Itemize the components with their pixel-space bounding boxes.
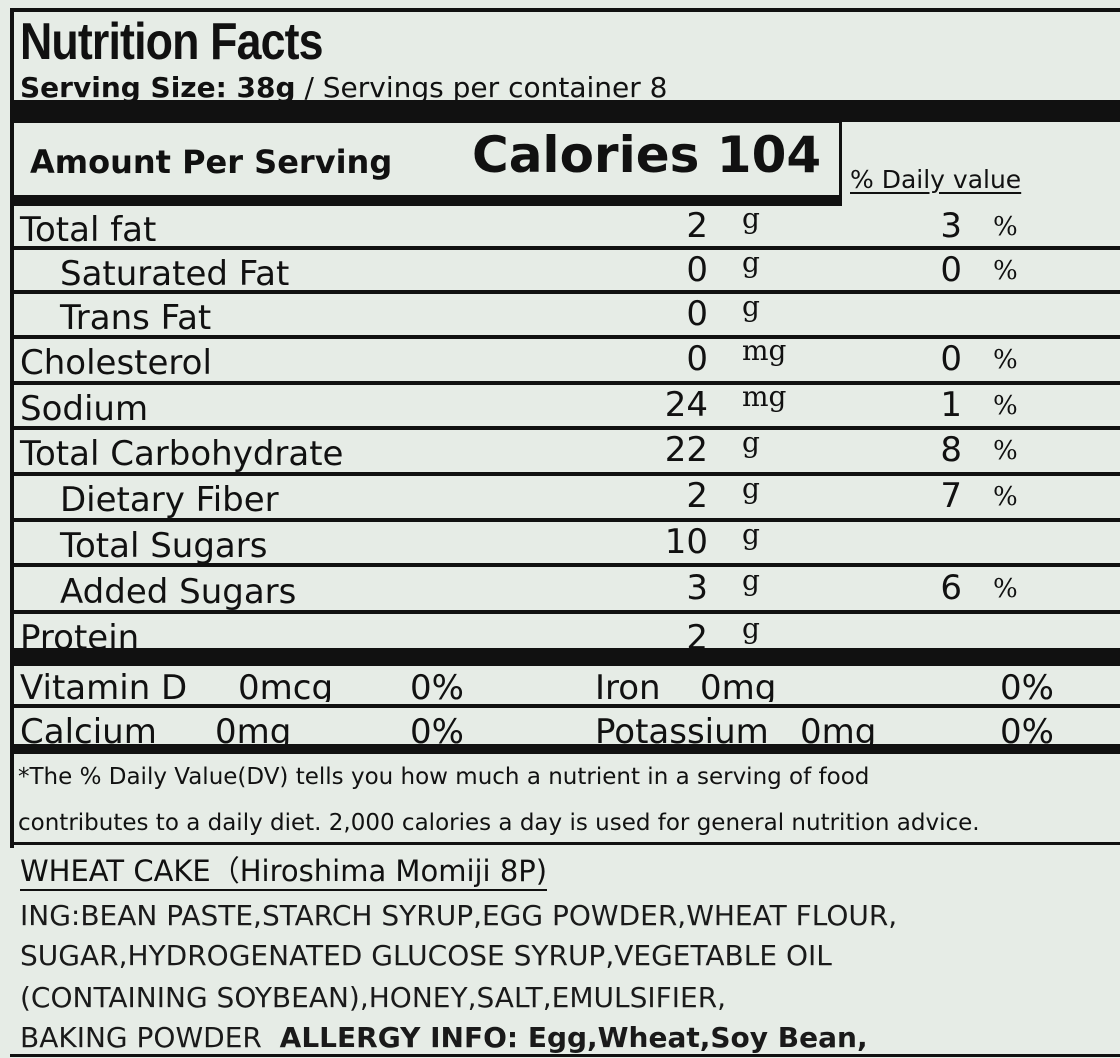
nutrient-name: Total fat — [20, 210, 157, 250]
nutrient-amount: 2 — [686, 618, 708, 648]
nutrient-name: Total Carbohydrate — [20, 434, 344, 474]
protein-row: Protein 2 g — [10, 614, 1120, 648]
row-divider — [10, 381, 1120, 385]
nutrient-percent: % — [993, 482, 1018, 512]
footnote-line: *The % Daily Value(DV) tells you how muc… — [18, 764, 870, 790]
nutrient-amount: 0 — [686, 294, 708, 334]
product-name: WHEAT CAKE（Hiroshima Momiji 8P) — [20, 853, 548, 891]
nutrient-unit: g — [742, 518, 760, 551]
nutrient-unit: mg — [742, 334, 787, 367]
ingredients-line: ING:BEAN PASTE,STARCH SYRUP,EGG POWDER,W… — [20, 899, 898, 932]
row-divider — [10, 563, 1120, 567]
nutrient-unit: mg — [742, 380, 787, 413]
mineral-daily-value: 0% — [1000, 712, 1054, 746]
nutrient-unit: g — [742, 290, 760, 323]
mineral-name: Calcium — [20, 712, 157, 746]
nutrient-percent: % — [993, 436, 1018, 466]
nutrient-daily-value: 0 — [940, 250, 962, 290]
nutrient-amount: 2 — [686, 476, 708, 516]
mineral-daily-value: 0% — [1000, 668, 1054, 702]
ingredients-line: SUGAR,HYDROGENATED GLUCOSE SYRUP,VEGETAB… — [20, 939, 832, 972]
nutrient-amount: 3 — [686, 568, 708, 608]
nutrient-amount: 10 — [664, 522, 708, 562]
mineral-name: Potassium — [595, 712, 769, 746]
nutrient-name: Sodium — [20, 389, 149, 429]
nutrient-percent: % — [993, 212, 1018, 242]
nutrient-name: Protein — [20, 618, 140, 648]
nutrient-name: Added Sugars — [60, 572, 297, 612]
nutrient-daily-value: 1 — [940, 385, 962, 425]
vitamin-amount: 0mcg — [238, 668, 334, 702]
serving-size: Serving Size: 38g — [20, 71, 296, 102]
thick-divider-footnote — [10, 744, 1120, 754]
nutrient-amount: 22 — [664, 430, 708, 470]
nutrient-name: Dietary Fiber — [60, 480, 279, 520]
footnote-line: contributes to a daily diet. 2,000 calor… — [18, 810, 980, 836]
row-divider — [10, 426, 1120, 430]
mineral-daily-value: 0% — [410, 712, 464, 746]
mineral-amount: 0mg — [215, 712, 292, 746]
bottom-border — [10, 1054, 1120, 1057]
nutrient-daily-value: 8 — [940, 430, 962, 470]
nutrient-name: Cholesterol — [20, 343, 212, 383]
nutrient-unit: g — [742, 426, 760, 459]
nutrient-name: Total Sugars — [60, 526, 268, 566]
label-title: Nutrition Facts — [20, 13, 323, 71]
mineral-name: Iron — [595, 668, 661, 702]
nutrient-amount: 24 — [664, 385, 708, 425]
ingredients-last: BAKING POWDER — [20, 1021, 262, 1054]
nutrient-daily-value: 3 — [940, 206, 962, 246]
nutrient-daily-value: 6 — [940, 568, 962, 608]
nutrient-unit: g — [742, 614, 760, 645]
row-divider — [10, 610, 1120, 614]
servings-per-container: / Servings per container 8 — [295, 71, 668, 102]
nutrient-percent: % — [993, 574, 1018, 604]
nutrient-unit: g — [742, 472, 760, 505]
row-divider — [10, 290, 1120, 294]
ingredients-line: BAKING POWDER ALLERGY INFO: Egg,Wheat,So… — [20, 1020, 868, 1056]
label-bottom-border — [10, 842, 1120, 845]
amount-per-serving-label: Amount Per Serving — [30, 143, 393, 181]
nutrient-daily-value: 0 — [940, 339, 962, 379]
daily-value-header: % Daily value — [850, 165, 1022, 194]
row-divider — [10, 246, 1120, 250]
calories-value: Calories 104 — [472, 126, 822, 184]
nutrient-unit: g — [742, 246, 760, 279]
nutrient-percent: % — [993, 391, 1018, 421]
row-divider — [10, 335, 1120, 339]
thick-divider-calories — [10, 196, 842, 206]
vitamin-row: Vitamin D 0mcg 0% Iron 0mg 0% — [10, 666, 1120, 702]
nutrient-name: Saturated Fat — [60, 254, 290, 294]
thick-divider-top — [10, 100, 1120, 122]
mineral-row: Calcium 0mg 0% Potassium 0mg 0% — [10, 710, 1120, 746]
nutrient-unit: g — [742, 564, 760, 597]
row-divider — [10, 518, 1120, 522]
mineral-amount: 0mg — [700, 668, 777, 702]
nutrient-amount: 2 — [686, 206, 708, 246]
nutrient-amount: 0 — [686, 250, 708, 290]
nutrient-name: Trans Fat — [60, 298, 212, 338]
allergy-info: ALLERGY INFO: Egg,Wheat,Soy Bean, — [279, 1021, 868, 1054]
vitamin-name: Vitamin D — [20, 668, 188, 702]
nutrient-amount: 0 — [686, 339, 708, 379]
thick-divider-vitamins — [10, 648, 1120, 666]
ingredients-line: (CONTAINING SOYBEAN),HONEY,SALT,EMULSIFI… — [20, 981, 727, 1014]
row-divider — [10, 704, 1120, 708]
nutrient-percent: % — [993, 345, 1018, 375]
vitamin-daily-value: 0% — [410, 668, 464, 702]
nutrient-percent: % — [993, 256, 1018, 286]
mineral-amount: 0mg — [800, 712, 877, 746]
nutrient-daily-value: 7 — [940, 476, 962, 516]
serving-info: Serving Size: 38g / Servings per contain… — [20, 70, 667, 102]
nutrient-unit: g — [742, 202, 760, 235]
row-divider — [10, 472, 1120, 476]
